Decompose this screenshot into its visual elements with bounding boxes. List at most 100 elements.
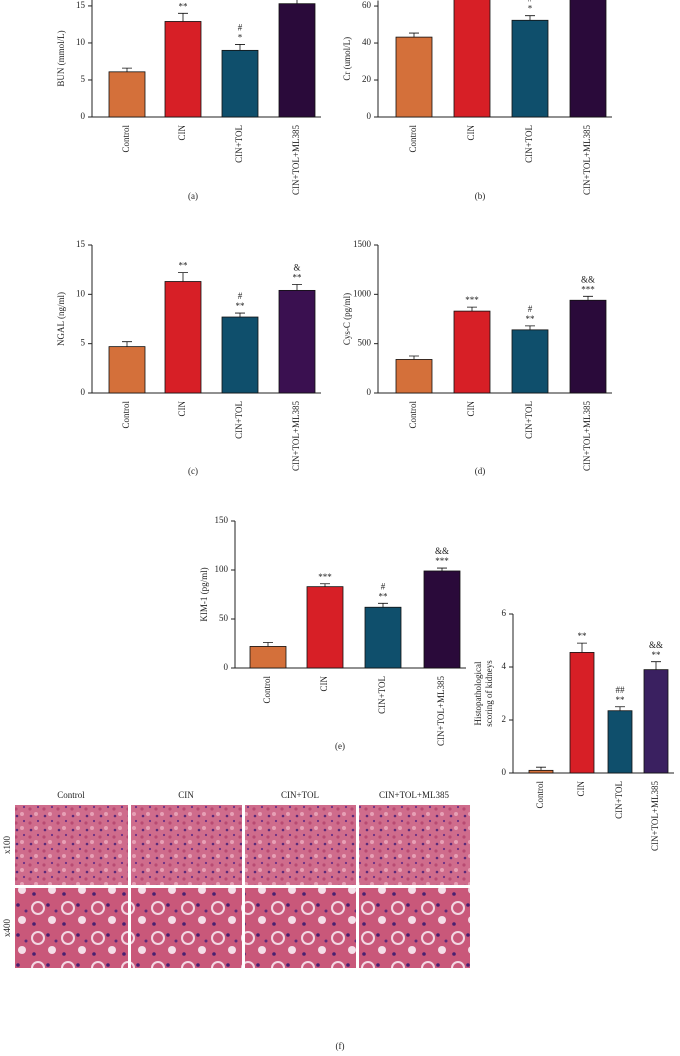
x-tick-label: CIN (177, 125, 187, 141)
error-bar (235, 312, 245, 318)
x-tick-label: CIN+TOL+ML385 (582, 401, 592, 471)
y-axis-label: Histopathological (473, 661, 483, 725)
y-tick-label: 2 (502, 714, 507, 724)
y-tick-label: 0 (367, 111, 372, 121)
significance-label: # (528, 0, 533, 4)
panel-caption: (c) (188, 466, 198, 476)
error-bar (467, 306, 477, 312)
panel-caption: (d) (475, 466, 486, 476)
x-tick-label: CIN+TOL (524, 125, 534, 163)
y-tick-label: 100 (215, 564, 229, 574)
panel-caption: (f) (336, 1041, 345, 1051)
micrograph-row: x100 (2, 836, 12, 855)
micrograph-row: x400 (2, 919, 12, 938)
bar (395, 359, 433, 394)
y-tick-label: 0 (224, 662, 229, 672)
significance-label: ** (293, 273, 303, 283)
panel-caption: (e) (335, 741, 345, 751)
y-tick-label: 150 (215, 515, 229, 525)
y-tick-label: 4 (502, 661, 507, 671)
bar (423, 570, 461, 669)
significance-label: && (435, 546, 449, 556)
y-axis-label: Cys-C (pg/ml) (342, 293, 352, 345)
micrograph-column: CIN (178, 790, 194, 800)
significance-label: ** (578, 631, 588, 641)
y-tick-label: 15 (76, 0, 86, 10)
error-bar (320, 583, 330, 587)
x-tick-label: CIN+TOL (234, 401, 244, 439)
bar (221, 316, 259, 394)
bar (511, 329, 549, 394)
significance-label: & (293, 263, 300, 273)
x-tick-label: CIN+TOL (377, 676, 387, 714)
bar (528, 769, 554, 774)
significance-label: * (528, 4, 533, 14)
micrograph (359, 805, 470, 885)
x-tick-label: CIN (466, 125, 476, 141)
y-tick-label: 40 (362, 37, 372, 47)
x-tick-label: CIN+TOL+ML385 (291, 125, 301, 195)
significance-label: *** (581, 284, 595, 294)
x-tick-label: Control (121, 125, 131, 153)
bar (249, 646, 287, 669)
x-tick-label: CIN (576, 781, 586, 797)
micrograph-column: Control (57, 790, 85, 800)
x-tick-label: CIN+TOL (614, 781, 624, 819)
x-tick-label: CIN+TOL+ML385 (582, 125, 592, 195)
error-bar (292, 284, 302, 291)
x-tick-label: Control (121, 401, 131, 429)
bar (395, 36, 433, 118)
bar (221, 49, 259, 118)
bar (108, 346, 146, 394)
panel-caption: (a) (188, 191, 198, 201)
panel-caption: (b) (475, 191, 486, 201)
error-bar (178, 272, 188, 282)
micrograph (359, 888, 470, 968)
significance-label: ** (616, 695, 626, 705)
bar (108, 71, 146, 118)
x-tick-label: CIN+TOL (234, 125, 244, 163)
y-tick-label: 50 (219, 613, 229, 623)
error-bar (122, 67, 132, 72)
significance-label: # (238, 22, 243, 32)
micrograph-column: CIN+TOL (281, 790, 319, 800)
x-tick-label: CIN (319, 676, 329, 692)
bar (569, 299, 607, 394)
error-bar (409, 32, 419, 38)
x-tick-label: Control (262, 676, 272, 704)
significance-label: # (381, 581, 386, 591)
significance-label: # (238, 291, 243, 301)
micrograph (245, 805, 356, 885)
significance-label: && (581, 274, 595, 284)
error-bar (122, 341, 132, 347)
significance-label: ## (616, 685, 626, 695)
y-tick-label: 20 (362, 74, 372, 84)
x-tick-label: Control (408, 401, 418, 429)
error-bar (263, 642, 273, 647)
x-tick-label: CIN+TOL (524, 401, 534, 439)
error-bar (409, 355, 419, 360)
bar (278, 289, 316, 394)
x-tick-label: Control (408, 125, 418, 153)
y-tick-label: 60 (362, 0, 372, 10)
y-tick-label: 15 (76, 239, 86, 249)
error-bar (525, 15, 535, 21)
error-bar (378, 602, 388, 608)
significance-label: *** (318, 572, 332, 582)
bar (453, 310, 491, 394)
bar (607, 710, 633, 774)
error-bar (577, 642, 587, 653)
y-tick-label: 1000 (353, 288, 372, 298)
error-bar (615, 706, 625, 711)
significance-label: && (649, 640, 663, 650)
micrograph-column: CIN+TOL+ML385 (379, 790, 449, 800)
y-tick-label: 5 (81, 74, 86, 84)
bar (569, 652, 595, 774)
error-bar (178, 12, 188, 22)
y-axis-label: scoring of kidneys (484, 660, 494, 727)
error-bar (296, 0, 298, 4)
bar (643, 669, 669, 774)
y-axis-label: NGAL (ng/ml) (56, 292, 66, 346)
significance-label: ** (179, 1, 189, 11)
